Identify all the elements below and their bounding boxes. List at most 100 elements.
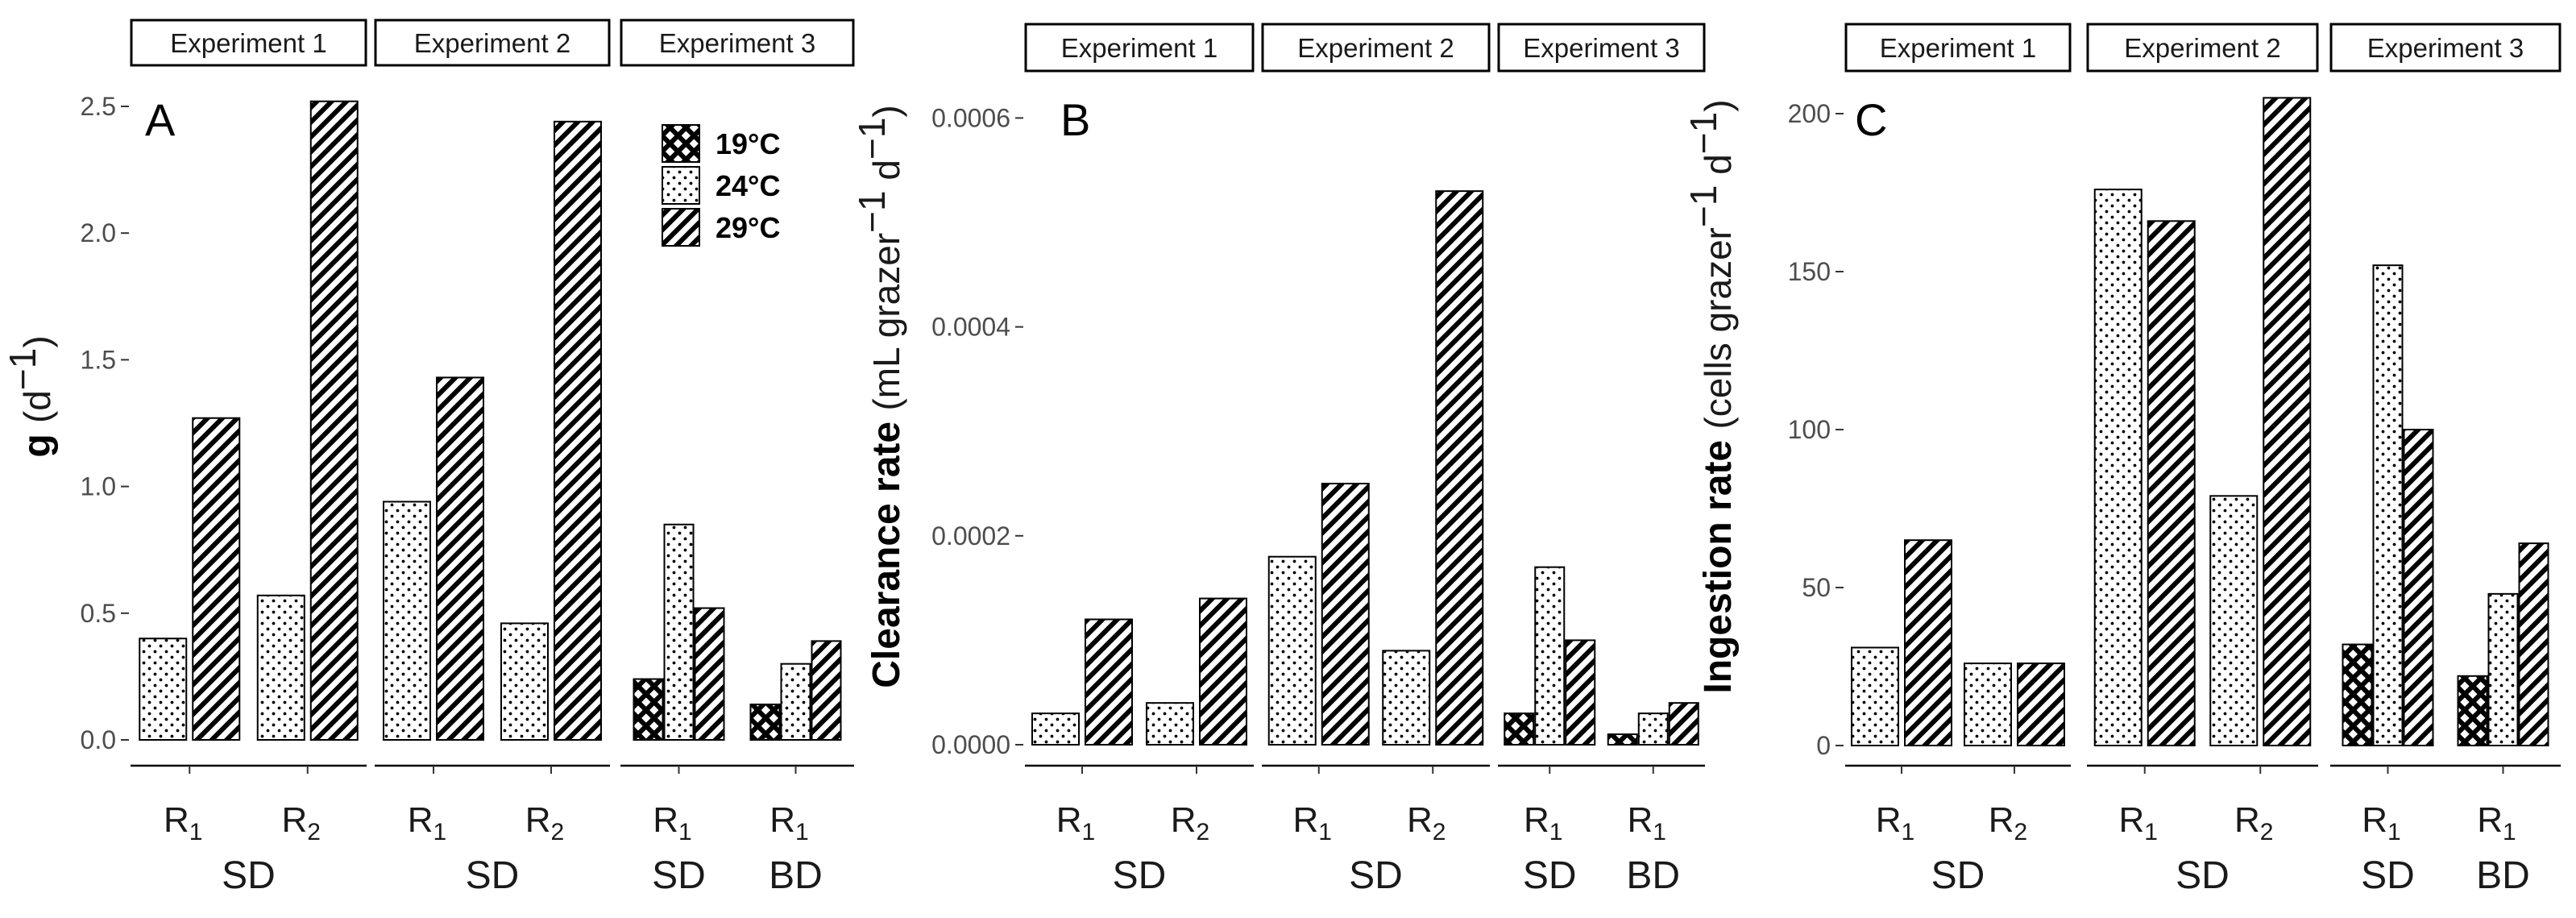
bar-29c bbox=[436, 376, 484, 741]
x-tick-label-main: R bbox=[525, 800, 551, 840]
bar-24c bbox=[2372, 264, 2404, 747]
x-tick-label-sub: 2 bbox=[307, 819, 321, 845]
x-tick-label-sub: 1 bbox=[2503, 819, 2516, 845]
y-tick-label: 0.0000 bbox=[931, 730, 1010, 759]
y-axis-label: g (d−1) bbox=[2, 335, 59, 457]
bar-24c bbox=[1382, 650, 1431, 746]
x-tick-label-sub: 1 bbox=[1902, 819, 1915, 845]
x-tick-label: R1 bbox=[1056, 800, 1095, 845]
facet-strip bbox=[1261, 23, 1491, 73]
x-tick-label: R1 bbox=[2362, 800, 2400, 845]
x-tick-label-main: R bbox=[164, 800, 189, 840]
facet-strip bbox=[130, 19, 367, 67]
chart-panel-b: 0.0000 0.0002 0.0004 0.0006 B Clearance rate … bbox=[851, 23, 1706, 897]
y-axis-label-unit2: d bbox=[1697, 154, 1739, 185]
x-tick-label: R2 bbox=[2234, 800, 2273, 845]
x-tick-label-main: R bbox=[2234, 800, 2260, 840]
facet-strip bbox=[1844, 23, 2072, 73]
bar-24c bbox=[1267, 555, 1317, 746]
x-group-label: SD bbox=[1523, 854, 1577, 897]
bar-29c bbox=[309, 100, 359, 741]
y-tick-label: 100 bbox=[1788, 415, 1831, 444]
bar-29c bbox=[1321, 483, 1370, 746]
legend-swatch-dots bbox=[662, 166, 700, 205]
bar-24c bbox=[1146, 702, 1194, 746]
x-group-label: SD bbox=[222, 854, 276, 897]
y-axis-label-sup: −1 bbox=[2, 348, 44, 390]
bar-24c bbox=[1534, 566, 1566, 746]
bar-24c bbox=[2093, 189, 2143, 746]
y-axis-label-unit: (d bbox=[16, 390, 58, 423]
x-tick-label-main: R bbox=[408, 800, 433, 840]
y-axis-label-close: ) bbox=[1697, 99, 1739, 111]
y-axis-label-sup2: −1 bbox=[851, 118, 893, 160]
bar-19c bbox=[2457, 675, 2488, 747]
x-group-label: SD bbox=[466, 854, 520, 897]
x-tick-label: R1 bbox=[769, 800, 808, 845]
bar-24c bbox=[2487, 592, 2519, 747]
y-tick-label: 2.0 bbox=[81, 218, 116, 247]
x-tick-label-sub: 2 bbox=[1433, 819, 1446, 845]
x-group-label: SD bbox=[1931, 854, 1985, 897]
bar-29c bbox=[1668, 702, 1699, 746]
bar-24c bbox=[139, 638, 188, 741]
y-axis-label-unit: (mL grazer bbox=[865, 233, 907, 411]
facet-strip bbox=[2086, 23, 2319, 73]
bar-19c bbox=[1607, 733, 1638, 746]
panel-letter: C bbox=[1855, 94, 1887, 145]
panel-letter: A bbox=[145, 94, 176, 145]
legend-swatch-stripes bbox=[662, 208, 700, 247]
x-tick-label-sub: 2 bbox=[2260, 819, 2274, 845]
x-group-label: SD bbox=[2361, 854, 2415, 897]
x-tick-label-main: R bbox=[1056, 800, 1082, 840]
facet-strip-label: Experiment 1 bbox=[1880, 33, 2036, 63]
facet-strip bbox=[374, 19, 611, 67]
x-tick-label-sub: 2 bbox=[2014, 819, 2028, 845]
facet-strip bbox=[1497, 23, 1706, 73]
x-tick-label-main: R bbox=[1171, 800, 1197, 840]
x-tick-label-main: R bbox=[1989, 800, 2014, 840]
bar-19c bbox=[633, 678, 664, 741]
y-tick-label: 1.5 bbox=[81, 345, 116, 374]
y-tick-label: 0.5 bbox=[81, 599, 116, 628]
x-tick-label: R1 bbox=[1628, 800, 1666, 845]
facet-strip-label: Experiment 2 bbox=[1297, 33, 1454, 63]
bar-24c bbox=[780, 663, 811, 741]
x-tick-label: R1 bbox=[1876, 800, 1914, 845]
y-tick-label: 150 bbox=[1788, 257, 1831, 286]
y-tick-label: 0 bbox=[1816, 731, 1831, 760]
x-tick-label-sub: 2 bbox=[551, 819, 565, 845]
y-axis-label-close: ) bbox=[865, 105, 907, 117]
x-tick-label: R2 bbox=[1407, 800, 1446, 845]
facet-strip bbox=[620, 19, 855, 67]
facet-strip bbox=[1024, 23, 1255, 73]
x-group-label: SD bbox=[652, 854, 706, 897]
facet-strip-label: Experiment 2 bbox=[2124, 33, 2280, 63]
x-tick-label-sub: 1 bbox=[678, 819, 692, 845]
bar-29c bbox=[2263, 97, 2312, 746]
bar-24c bbox=[1637, 712, 1669, 746]
x-tick-label: R2 bbox=[1989, 800, 2027, 845]
bar-24c bbox=[1851, 646, 1899, 746]
x-tick-label-sub: 1 bbox=[1653, 819, 1666, 845]
bar-29c bbox=[1904, 539, 1952, 747]
y-axis-label: Ingestion rate (cells grazer−1 d−1) bbox=[1682, 99, 1740, 693]
bar-24c bbox=[500, 622, 549, 741]
x-tick-label: R2 bbox=[525, 800, 564, 845]
bar-19c bbox=[2342, 643, 2373, 746]
x-tick-label: R2 bbox=[282, 800, 321, 845]
x-tick-label-sub: 1 bbox=[795, 819, 809, 845]
x-tick-label-main: R bbox=[2119, 800, 2145, 840]
x-tick-label-sub: 2 bbox=[1197, 819, 1210, 845]
legend-label: 19°C bbox=[716, 127, 780, 160]
bar-24c bbox=[1964, 663, 2012, 747]
bar-24c bbox=[256, 594, 305, 741]
y-axis-label-unit: (cells grazer bbox=[1697, 227, 1739, 430]
